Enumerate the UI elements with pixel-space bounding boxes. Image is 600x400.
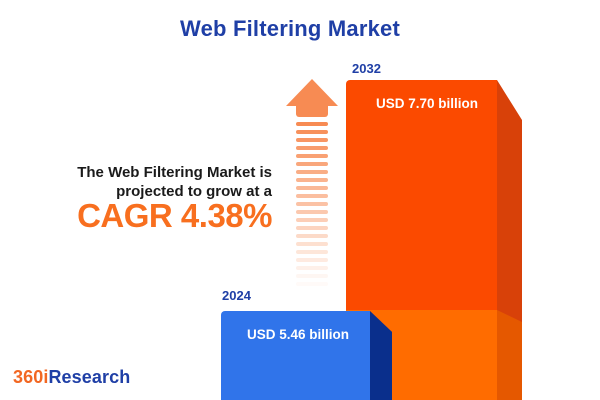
growth-note-line1: The Web Filtering Market is: [77, 164, 272, 181]
bar-2024-front: [221, 311, 370, 400]
cagr-value: CAGR 4.38%: [77, 197, 272, 234]
bar-2024-year-label: 2024: [222, 288, 251, 303]
bar-2032-side-lower-3d: [497, 310, 522, 400]
bar-2024-side-3d: [370, 311, 392, 400]
logo-part-blue: Research: [48, 367, 131, 387]
growth-arrow-shoulder: [296, 100, 328, 117]
growth-note-line2: projected to grow at a: [116, 183, 272, 200]
logo-part-orange: 360i: [13, 367, 49, 387]
bar-2024-value-label: USD 5.46 billion: [247, 327, 350, 342]
logo-360iresearch: 360iResearch: [13, 367, 130, 388]
bar-2032-year-label: 2032: [352, 61, 381, 76]
page-title: Web Filtering Market: [180, 16, 400, 41]
growth-arrow-stripes: [296, 122, 328, 290]
growth-note: The Web Filtering Market is projected to…: [40, 163, 272, 234]
bar-2032-value-label: USD 7.70 billion: [376, 96, 479, 111]
